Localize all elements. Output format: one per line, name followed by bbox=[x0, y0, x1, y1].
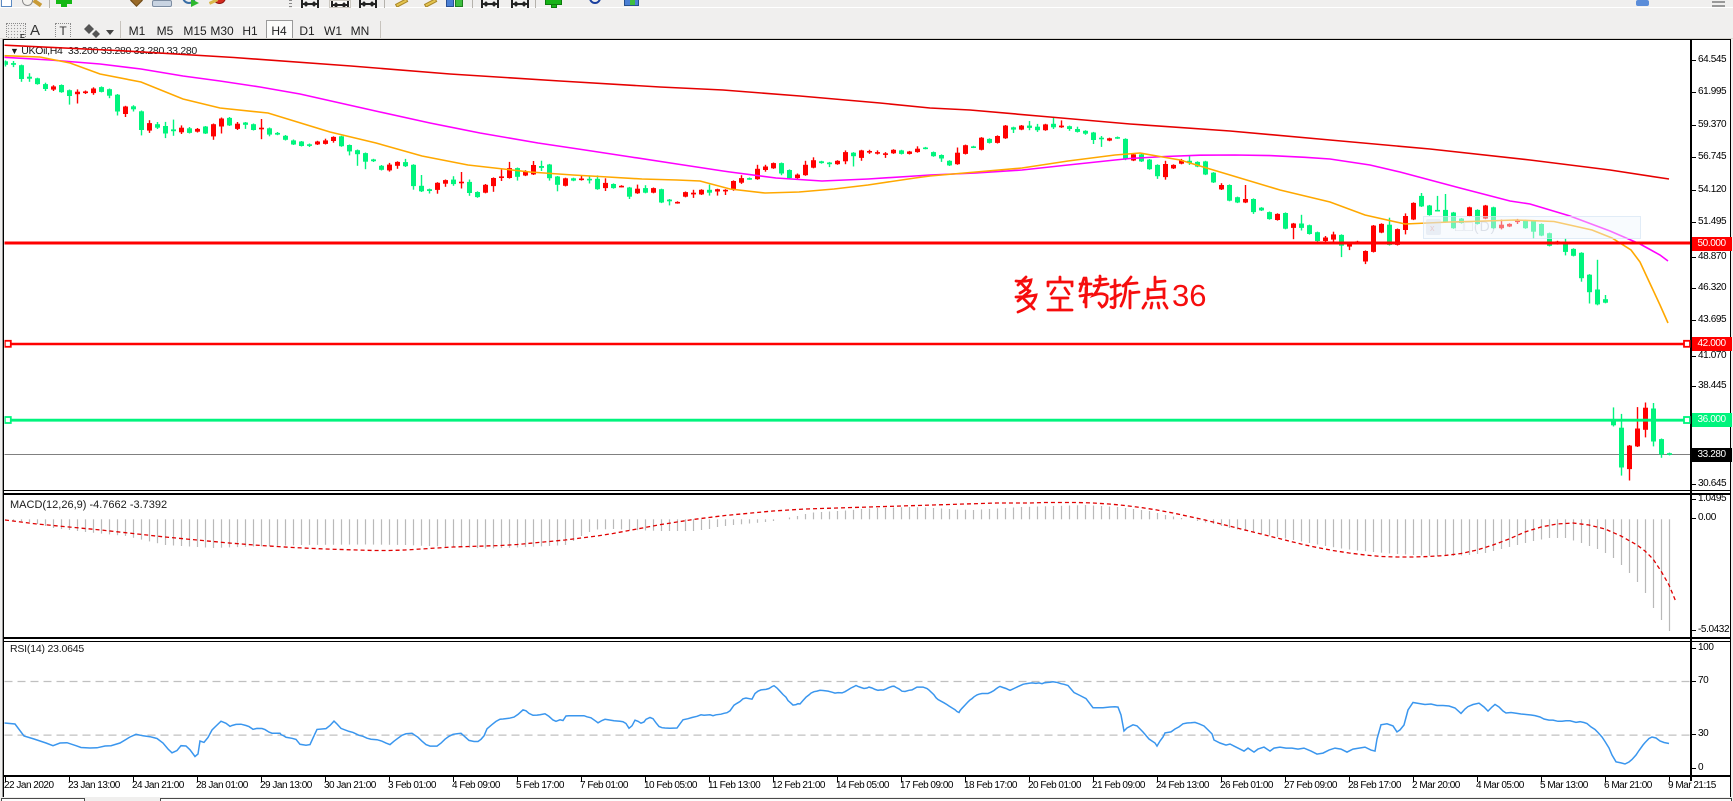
svg-text:36: 36 bbox=[1172, 278, 1206, 313]
